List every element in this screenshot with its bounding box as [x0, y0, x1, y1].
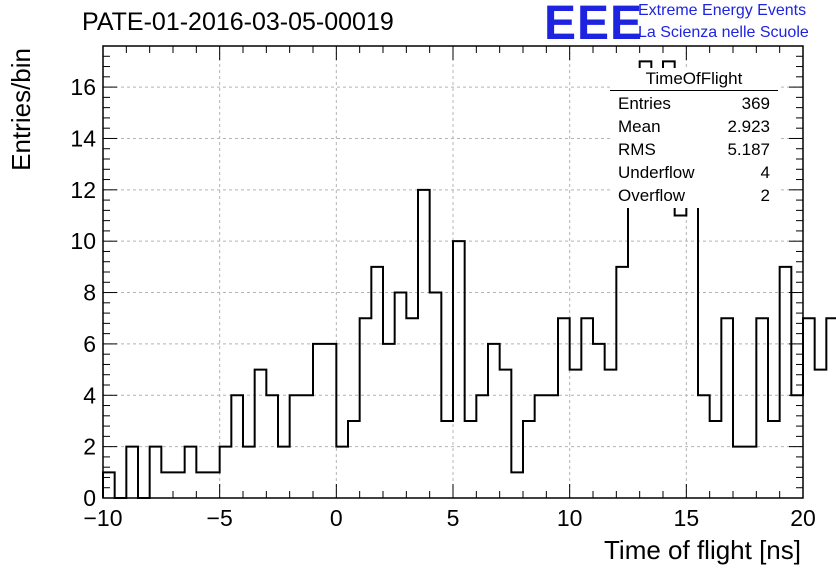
- stats-row-entries: Entries 369: [618, 94, 770, 114]
- y-tick-label: 16: [70, 74, 96, 100]
- x-tick-label: −10: [83, 505, 122, 531]
- eee-logo: EEE: [544, 0, 644, 50]
- stats-row-overflow: Overflow 2: [618, 186, 770, 206]
- stats-value: 2: [760, 186, 770, 205]
- x-tick-label: 20: [790, 505, 816, 531]
- x-tick-label: 0: [330, 505, 343, 531]
- stats-value: 4: [760, 163, 770, 182]
- stats-row-mean: Mean 2.923: [618, 117, 770, 137]
- stats-title: TimeOfFlight: [645, 69, 743, 88]
- stats-label: Entries: [618, 94, 671, 113]
- x-tick-label: 10: [557, 505, 583, 531]
- y-tick-label: 0: [83, 485, 96, 511]
- stats-label: Overflow: [618, 186, 686, 205]
- y-tick-label: 8: [83, 280, 96, 306]
- y-tick-label: 2: [83, 434, 96, 460]
- y-tick-label: 10: [70, 228, 96, 254]
- y-axis-label: Entries/bin: [6, 48, 36, 171]
- tick-labels: −10 −5 0 5 10 15 20 0 2 4 6 8 10 12 14 16: [70, 74, 815, 531]
- y-tick-label: 14: [70, 125, 96, 151]
- stats-label: Mean: [618, 117, 661, 136]
- y-tick-label: 12: [70, 177, 96, 203]
- stats-row-rms: RMS 5.187: [618, 140, 770, 160]
- x-axis-label: Time of flight [ns]: [604, 535, 801, 565]
- eee-subtitle-2: La Scienza nelle Scuole: [638, 24, 809, 41]
- stats-value: 2.923: [727, 117, 770, 136]
- y-tick-label: 6: [83, 331, 96, 357]
- stats-value: 369: [741, 94, 770, 113]
- stats-row-underflow: Underflow 4: [618, 163, 770, 183]
- stats-separator: [610, 90, 778, 91]
- x-tick-label: −5: [207, 505, 233, 531]
- axis-ticks: [102, 45, 804, 499]
- x-tick-label: 5: [447, 505, 460, 531]
- y-tick-label: 4: [83, 382, 96, 408]
- chart-title: PATE-01-2016-03-05-00019: [82, 8, 394, 36]
- x-tick-label: 15: [674, 505, 700, 531]
- stats-box: TimeOfFlight Entries 369 Mean 2.923 RMS …: [610, 68, 778, 208]
- stats-label: Underflow: [618, 163, 695, 182]
- stats-value: 5.187: [727, 140, 770, 159]
- eee-subtitle-1: Extreme Energy Events: [638, 2, 807, 19]
- stats-label: RMS: [618, 140, 656, 159]
